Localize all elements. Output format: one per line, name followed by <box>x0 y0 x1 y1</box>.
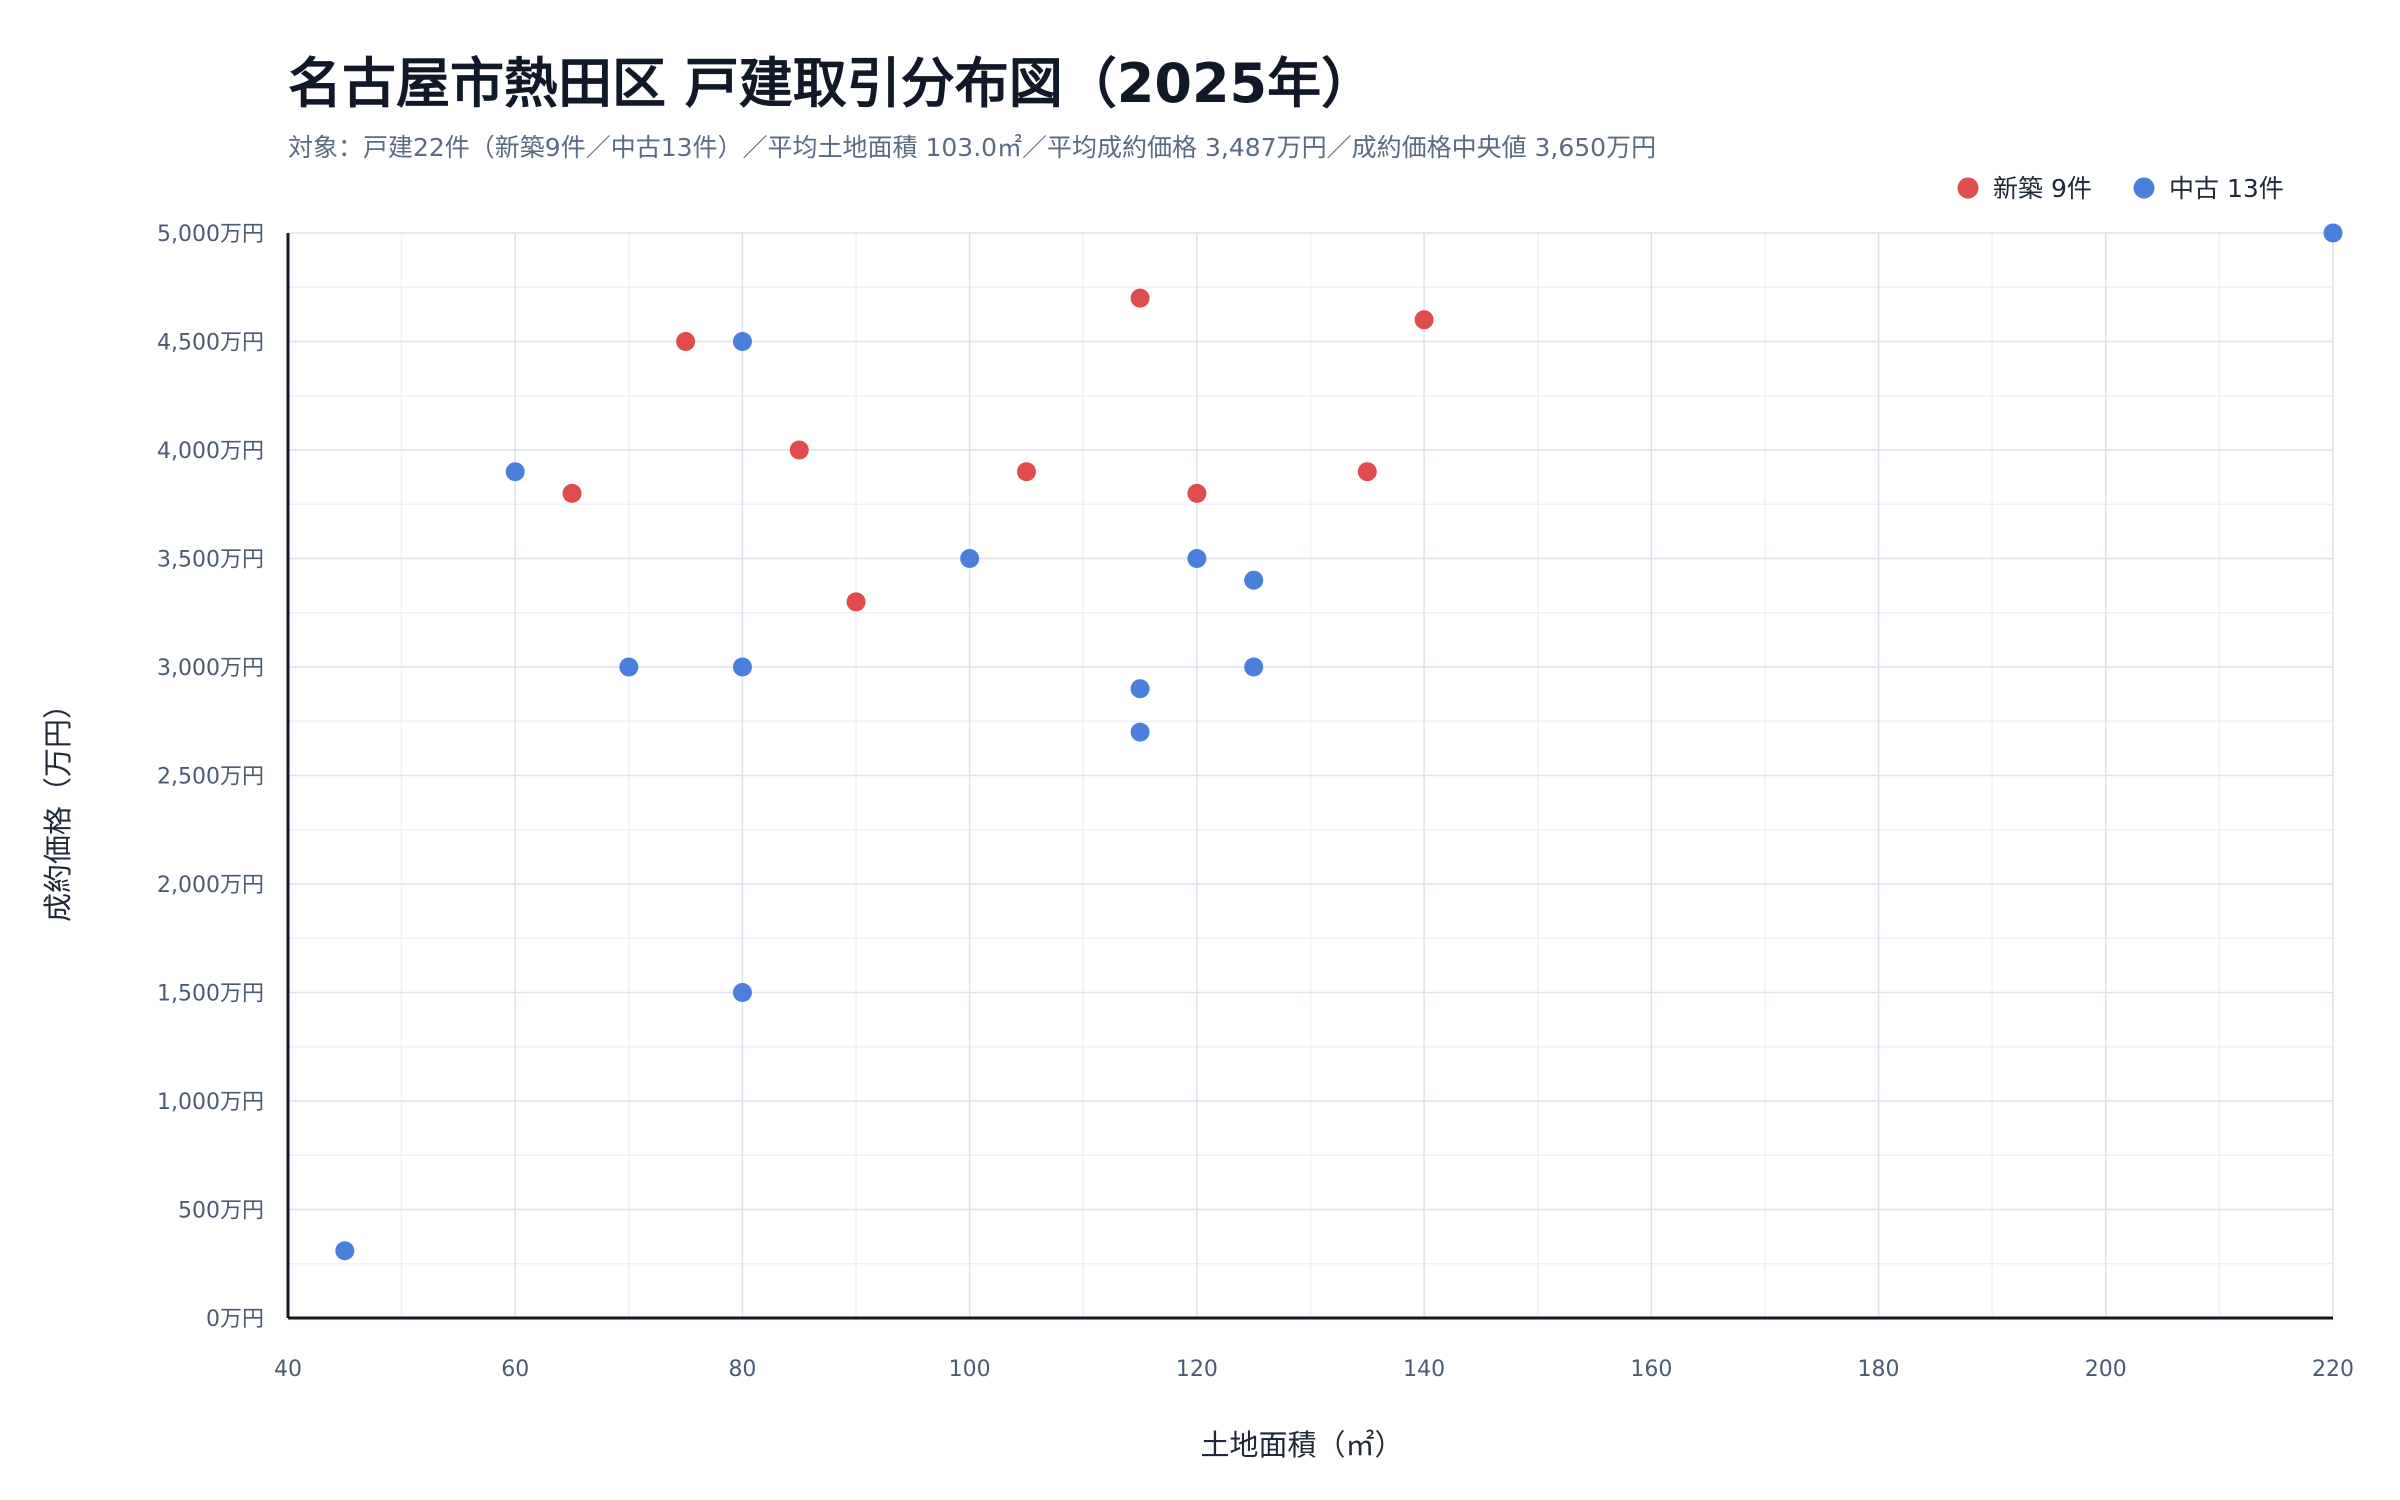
minor-gridlines <box>288 233 2333 1318</box>
x-tick-label: 180 <box>1858 1357 1900 1382</box>
legend-marker-used <box>2133 177 2155 199</box>
x-tick-labels: 40 60 80 100 120 140 160 180 200 220 <box>274 1357 2354 1382</box>
x-tick-label: 100 <box>949 1357 991 1382</box>
new-build-point <box>1187 483 1207 503</box>
new-build-point <box>1130 288 1150 308</box>
y-tick-label: 500万円 <box>178 1199 264 1224</box>
data-points <box>335 223 2343 1261</box>
legend-label-new: 新築 9件 <box>1993 174 2092 203</box>
used-home-point <box>619 657 639 677</box>
y-tick-labels: 0万円 500万円 1,000万円 1,500万円 2,000万円 2,500万円 3,00… <box>157 222 264 1332</box>
used-home-point <box>732 332 752 351</box>
new-build-point <box>562 483 582 503</box>
used-home-point <box>960 549 980 568</box>
y-tick-label: 0万円 <box>206 1307 264 1332</box>
used-home-point <box>1187 549 1207 568</box>
x-tick-label: 220 <box>2312 1357 2354 1382</box>
x-tick-label: 80 <box>728 1357 756 1382</box>
used-home-point <box>732 983 752 1002</box>
x-tick-label: 40 <box>274 1357 302 1382</box>
new-build-point <box>1357 462 1377 482</box>
used-home-point <box>335 1241 355 1261</box>
y-tick-label: 2,000万円 <box>157 873 264 898</box>
used-home-point <box>1130 722 1150 742</box>
y-tick-label: 2,500万円 <box>157 765 264 790</box>
used-home-point <box>1244 570 1264 590</box>
used-home-point <box>732 657 752 677</box>
legend: 新築 9件 中古 13件 <box>1957 174 2284 203</box>
y-tick-label: 5,000万円 <box>157 222 264 247</box>
new-build-point <box>676 332 696 351</box>
x-tick-label: 200 <box>2085 1357 2127 1382</box>
new-build-point <box>789 440 809 460</box>
x-tick-label: 160 <box>1630 1357 1672 1382</box>
y-tick-label: 1,000万円 <box>157 1090 264 1115</box>
chart-subtitle: 対象：戸建22件（新築9件／中古13件）／平均土地面積 103.0㎡／平均成約価… <box>288 133 1656 162</box>
x-tick-label: 120 <box>1176 1357 1218 1382</box>
x-axis-title: 土地面積（㎡） <box>1200 1428 1403 1462</box>
used-home-point <box>1244 657 1264 677</box>
y-tick-label: 1,500万円 <box>157 982 264 1007</box>
x-tick-label: 60 <box>501 1357 529 1382</box>
y-tick-label: 4,500万円 <box>157 331 264 356</box>
used-home-point <box>2323 223 2343 243</box>
chart-title: 名古屋市熱田区 戸建取引分布図（2025年） <box>288 52 1375 115</box>
new-build-point <box>846 592 866 612</box>
y-tick-label: 3,000万円 <box>157 656 264 681</box>
y-axis-title: 成約価格（万円） <box>41 690 75 922</box>
new-build-point <box>1016 462 1036 482</box>
new-build-point <box>1414 310 1434 330</box>
legend-label-used: 中古 13件 <box>2169 174 2284 203</box>
y-tick-label: 3,500万円 <box>157 548 264 573</box>
y-tick-label: 4,000万円 <box>157 439 264 464</box>
used-home-point <box>505 462 525 482</box>
legend-marker-new <box>1957 177 1979 199</box>
used-home-point <box>1130 679 1150 699</box>
x-tick-label: 140 <box>1403 1357 1445 1382</box>
major-gridlines <box>288 232 2334 1318</box>
